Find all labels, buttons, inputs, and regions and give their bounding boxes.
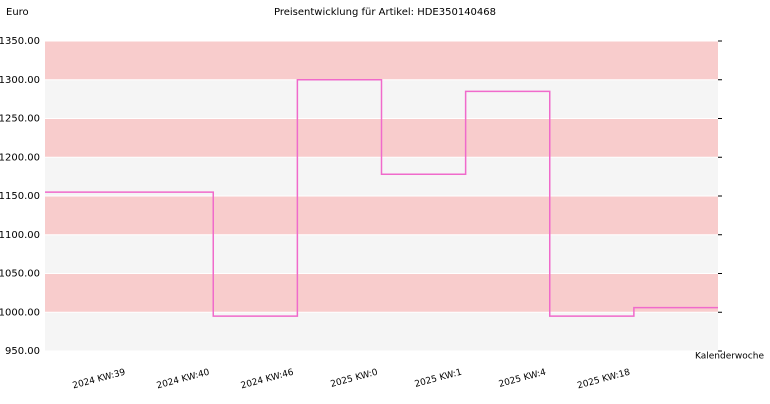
band [45, 196, 718, 235]
x-tick-label: 2024 KW:39 [72, 368, 127, 392]
y-tick-label: 1000.00 [0, 307, 40, 318]
x-tick-label: 2024 KW:40 [156, 368, 211, 392]
y-tick-label: 1050.00 [0, 269, 40, 280]
y-tick-label: 1100.00 [0, 230, 40, 241]
x-tick-label: 2025 KW:1 [414, 368, 463, 390]
x-tick-label: 2024 KW:46 [240, 368, 295, 392]
y-tick-label: 1150.00 [0, 191, 40, 202]
y-tick-label: 1250.00 [0, 114, 40, 125]
x-tick-label: 2025 KW:0 [330, 368, 380, 390]
price-line [45, 79, 718, 317]
band [45, 41, 718, 80]
y-tick-label: 1200.00 [0, 152, 40, 163]
y-tick-label: 1300.00 [0, 75, 40, 86]
y-axis-label: Euro [6, 7, 29, 18]
x-axis-label: Kalenderwoche [695, 352, 764, 362]
band [45, 273, 718, 313]
y-tick-label: 950.00 [5, 346, 40, 357]
x-tick-label: 2025 KW:18 [576, 368, 631, 392]
band [45, 234, 718, 274]
y-tick-label: 1350.00 [0, 36, 40, 47]
x-tick-label: 2025 KW:4 [498, 368, 548, 390]
band [45, 312, 718, 351]
chart-title: Preisentwicklung für Artikel: HDE3501404… [274, 7, 496, 18]
